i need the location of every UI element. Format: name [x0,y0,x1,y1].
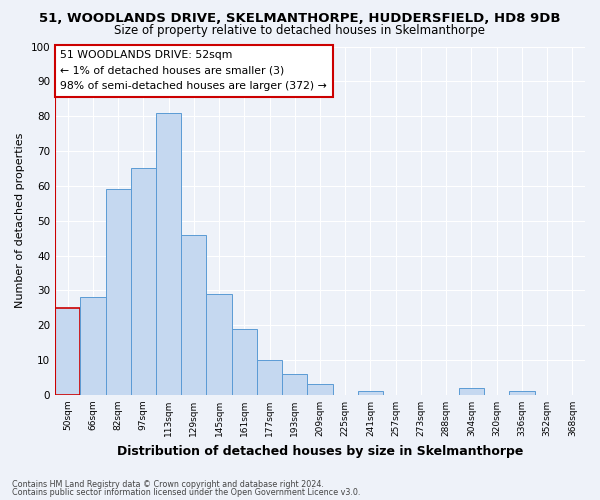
Bar [358,392,383,395]
Text: Contains public sector information licensed under the Open Government Licence v3: Contains public sector information licen… [12,488,361,497]
Text: Size of property relative to detached houses in Skelmanthorpe: Size of property relative to detached ho… [115,24,485,37]
Bar [206,294,232,395]
Bar [106,190,131,395]
Bar [282,374,307,395]
Bar [80,298,106,395]
Bar [232,328,257,395]
Bar [509,392,535,395]
Bar [156,112,181,395]
Bar [307,384,332,395]
Y-axis label: Number of detached properties: Number of detached properties [15,133,25,308]
Bar [459,388,484,395]
Text: 51, WOODLANDS DRIVE, SKELMANTHORPE, HUDDERSFIELD, HD8 9DB: 51, WOODLANDS DRIVE, SKELMANTHORPE, HUDD… [39,12,561,26]
Bar [181,234,206,395]
Bar [257,360,282,395]
Bar [55,308,80,395]
Text: 51 WOODLANDS DRIVE: 52sqm
← 1% of detached houses are smaller (3)
98% of semi-de: 51 WOODLANDS DRIVE: 52sqm ← 1% of detach… [61,50,327,91]
Bar [131,168,156,395]
Text: Contains HM Land Registry data © Crown copyright and database right 2024.: Contains HM Land Registry data © Crown c… [12,480,324,489]
X-axis label: Distribution of detached houses by size in Skelmanthorpe: Distribution of detached houses by size … [117,444,523,458]
